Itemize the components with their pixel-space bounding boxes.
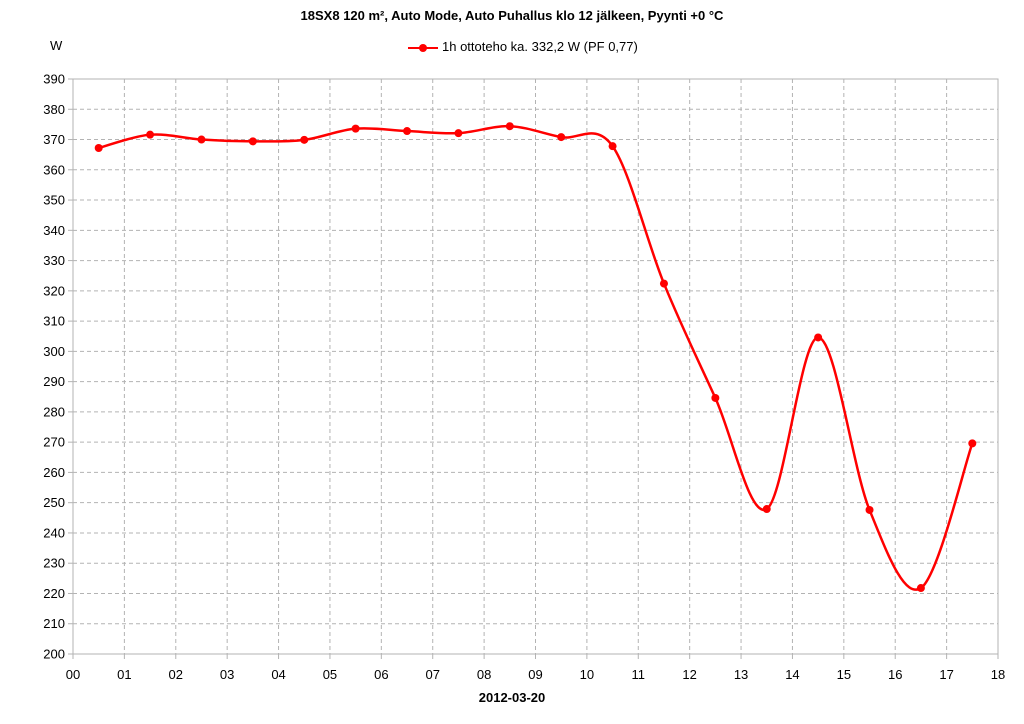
- x-tick-label: 00: [66, 667, 80, 682]
- y-tick-label: 330: [43, 253, 65, 268]
- y-tick-label: 300: [43, 344, 65, 359]
- y-tick-label: 200: [43, 647, 65, 662]
- data-point: [454, 129, 463, 138]
- x-tick-label: 04: [271, 667, 285, 682]
- data-point: [557, 133, 566, 142]
- y-tick-label: 280: [43, 404, 65, 419]
- x-tick-label: 03: [220, 667, 234, 682]
- x-axis-label: 2012-03-20: [478, 690, 546, 705]
- data-point: [146, 130, 155, 139]
- x-tick-label: 08: [477, 667, 491, 682]
- data-point: [711, 393, 720, 402]
- legend-marker: [419, 43, 427, 52]
- y-tick-label: 340: [43, 223, 65, 238]
- x-tick-label: 06: [374, 667, 388, 682]
- data-point: [197, 135, 206, 144]
- data-point: [403, 127, 412, 136]
- y-tick-label: 260: [43, 465, 65, 480]
- x-tick-label: 01: [117, 667, 131, 682]
- y-tick-label: 240: [43, 525, 65, 540]
- y-tick-label: 230: [43, 556, 65, 571]
- y-tick-label: 370: [43, 132, 65, 147]
- x-tick-label: 07: [425, 667, 439, 682]
- x-tick-label: 09: [528, 667, 542, 682]
- x-tick-label: 05: [323, 667, 337, 682]
- series-line: [98, 124, 974, 591]
- y-axis-label: W: [50, 38, 63, 53]
- data-point: [659, 279, 668, 288]
- data-point: [94, 144, 103, 152]
- data-point: [916, 584, 925, 593]
- x-tick-label: 15: [837, 667, 851, 682]
- data-point: [762, 505, 771, 514]
- y-tick-label: 320: [43, 283, 65, 298]
- legend: 1h ottoteho ka. 332,2 W (PF 0,77): [408, 39, 638, 54]
- x-tick-label: 17: [939, 667, 953, 682]
- legend-label: 1h ottoteho ka. 332,2 W (PF 0,77): [442, 39, 638, 54]
- data-point: [814, 333, 823, 342]
- y-tick-label: 380: [43, 102, 65, 117]
- y-tick-label: 310: [43, 314, 65, 329]
- data-point: [865, 505, 874, 514]
- chart-title: 18SX8 120 m², Auto Mode, Auto Puhallus k…: [300, 8, 724, 23]
- y-tick-label: 360: [43, 162, 65, 177]
- x-tick-label: 13: [734, 667, 748, 682]
- y-tick-label: 210: [43, 616, 65, 631]
- x-tick-label: 11: [632, 667, 646, 682]
- x-tick-label: 02: [169, 667, 183, 682]
- y-tick-label: 390: [43, 72, 65, 87]
- x-tick-label: 16: [888, 667, 902, 682]
- data-point: [968, 439, 977, 448]
- data-point: [505, 122, 514, 131]
- data-point: [300, 135, 309, 144]
- y-tick-label: 270: [43, 435, 65, 450]
- legend-swatch: [408, 42, 438, 54]
- x-tick-label: 12: [682, 667, 696, 682]
- data-point: [608, 142, 617, 151]
- y-tick-label: 350: [43, 193, 65, 208]
- y-tick-label: 220: [43, 586, 65, 601]
- y-tick-label: 250: [43, 495, 65, 510]
- data-point: [351, 124, 360, 133]
- data-point: [248, 137, 257, 146]
- x-tick-label: 18: [991, 667, 1005, 682]
- plot-border: [72, 78, 999, 655]
- x-tick-label: 14: [785, 667, 799, 682]
- x-tick-label: 10: [580, 667, 594, 682]
- y-tick-label: 290: [43, 374, 65, 389]
